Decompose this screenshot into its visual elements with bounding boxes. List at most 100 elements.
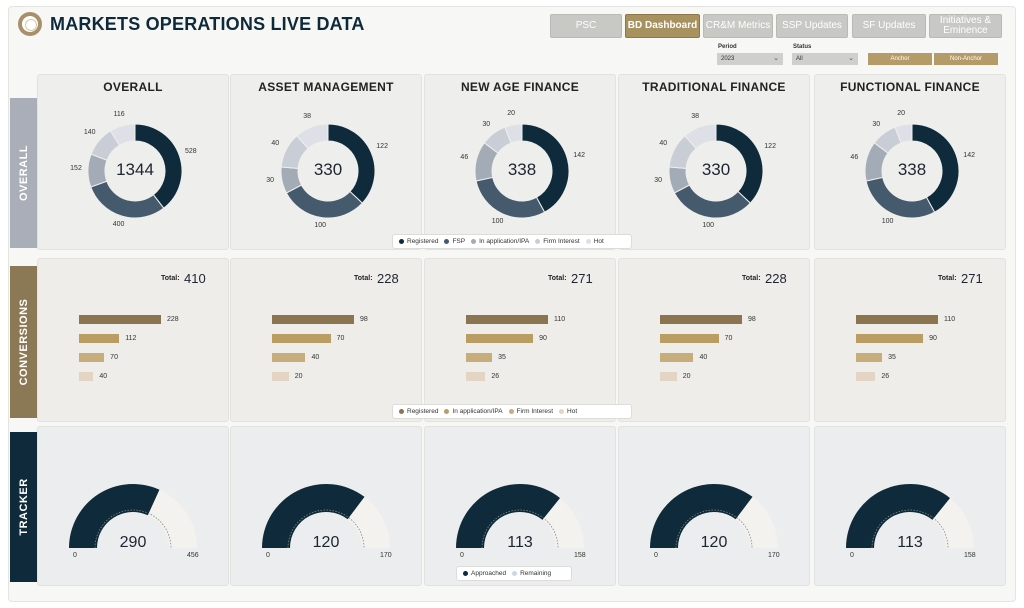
legend-label: Approached	[471, 570, 507, 577]
donut-segment[interactable]	[475, 176, 546, 219]
gauge-remaining-arc[interactable]	[542, 498, 584, 548]
tab-ssp-updates[interactable]: SSP Updates	[776, 14, 848, 38]
period-value: 2023	[721, 56, 735, 62]
gauge-max-label: 170	[380, 552, 392, 559]
donut-segment[interactable]	[911, 123, 960, 213]
donut-segment[interactable]	[684, 123, 717, 150]
conversion-bar[interactable]	[272, 372, 289, 381]
conversion-bar[interactable]	[79, 372, 94, 381]
legend-item[interactable]: In application/IPA	[471, 238, 529, 245]
tab-psc[interactable]: PSC	[550, 14, 622, 38]
donut-segment[interactable]	[504, 123, 523, 144]
legend-item[interactable]: Approached	[463, 570, 506, 577]
legend-dot-icon	[463, 571, 468, 576]
conversion-bar[interactable]	[660, 353, 694, 362]
donut-segment[interactable]	[894, 123, 913, 144]
conversion-bar[interactable]	[466, 334, 534, 343]
gauge-min-label: 0	[654, 552, 658, 559]
gauge-approached-arc[interactable]	[456, 484, 561, 548]
conversions-total-label: Total:	[548, 275, 567, 282]
donut-segment[interactable]	[521, 123, 570, 213]
row-label-tracker: TRACKER	[10, 432, 38, 582]
gauge-remaining-arc[interactable]	[932, 498, 974, 548]
period-dropdown[interactable]: 2023 ⌄	[717, 53, 783, 65]
legend-item[interactable]: Firm Interest	[508, 408, 553, 415]
legend-item[interactable]: Registered	[399, 238, 438, 245]
donut-segment[interactable]	[715, 123, 764, 204]
legend-item[interactable]: Registered	[399, 408, 438, 415]
gauge-remaining-arc[interactable]	[147, 489, 197, 548]
donut-segment[interactable]	[327, 123, 376, 204]
donut-segment-label: 46	[850, 153, 859, 161]
conversion-bar-value: 40	[311, 354, 320, 361]
conversion-bar-value: 70	[336, 335, 345, 342]
gauge-approached-arc[interactable]	[846, 484, 951, 548]
donut-segment[interactable]	[109, 123, 136, 147]
conversion-bar[interactable]	[660, 334, 719, 343]
gauge-target-dashes	[871, 509, 949, 549]
conversion-bar[interactable]	[856, 315, 938, 324]
donut-segment-label: 100	[881, 217, 894, 225]
donut-segment-label: 38	[303, 112, 311, 120]
legend-item[interactable]: Hot	[559, 408, 577, 415]
conversion-bar[interactable]	[466, 372, 486, 381]
tab-bd-dashboard[interactable]: BD Dashboard	[625, 14, 700, 38]
conversion-bar-value: 40	[699, 354, 708, 361]
legend-label: Remaining	[520, 570, 552, 577]
legend-item[interactable]: Firm Interest	[535, 238, 580, 245]
conversion-bar[interactable]	[79, 334, 120, 343]
conversion-bar[interactable]	[272, 315, 354, 324]
anchor-button[interactable]: Anchor	[868, 53, 932, 65]
conversion-bar-value: 228	[167, 316, 179, 323]
gauge-max-label: 170	[768, 552, 780, 559]
conversion-bar[interactable]	[272, 353, 306, 362]
donut-segment[interactable]	[134, 123, 183, 209]
conversion-bar[interactable]	[79, 353, 105, 362]
legend-dot-icon	[559, 409, 565, 414]
conversions-total-value: 228	[377, 271, 399, 286]
donut-total: 338	[507, 160, 537, 179]
company-logo-icon	[18, 12, 42, 36]
gauge-target-dashes	[481, 509, 559, 549]
non-anchor-button[interactable]: Non-Anchor	[934, 53, 998, 65]
tab-crm-metrics[interactable]: CR&M Metrics	[703, 14, 773, 38]
legend-dot-icon	[585, 239, 591, 244]
gauge-approached-arc[interactable]	[650, 484, 753, 548]
status-dropdown[interactable]: All ⌄	[792, 53, 858, 65]
gauge-target-dashes	[675, 509, 753, 549]
donut-segment[interactable]	[90, 180, 165, 219]
conversion-bar[interactable]	[856, 334, 924, 343]
page-title: MARKETS OPERATIONS LIVE DATA	[50, 14, 365, 34]
tab-initiatives-eminence[interactable]: Initiatives & Eminence	[929, 14, 1002, 38]
legend-dot-icon	[535, 239, 541, 244]
overall-panel	[618, 74, 810, 250]
conversion-bar[interactable]	[466, 315, 548, 324]
conversion-bar-value: 26	[491, 373, 500, 380]
donut-segment-label: 40	[271, 140, 280, 148]
conversions-total-value: 271	[961, 271, 983, 286]
legend-item[interactable]: Hot	[585, 238, 604, 245]
gauge-remaining-arc[interactable]	[735, 496, 778, 548]
legend-label: Hot	[593, 238, 604, 245]
legend-item[interactable]: Remaining	[512, 570, 551, 577]
conversion-bar[interactable]	[272, 334, 331, 343]
conversions-total-value: 410	[184, 271, 206, 286]
conversion-bar[interactable]	[856, 372, 876, 381]
tab-sf-updates[interactable]: SF Updates	[852, 14, 926, 38]
conversion-bar[interactable]	[466, 353, 493, 362]
legend-item[interactable]: FSP	[444, 238, 465, 245]
donut-segment-label: 142	[573, 151, 585, 159]
conversion-bar[interactable]	[660, 372, 677, 381]
legend-label: In application/IPA	[452, 408, 503, 415]
conversion-bar[interactable]	[660, 315, 742, 324]
conversions-legend: Registered In application/IPA Firm Interes…	[392, 404, 632, 419]
donut-segment[interactable]	[865, 176, 936, 219]
conversion-bar[interactable]	[79, 315, 161, 324]
legend-item[interactable]: In application/IPA	[444, 408, 503, 415]
gauge-value: 120	[700, 534, 728, 551]
gauge-remaining-arc[interactable]	[347, 496, 390, 548]
gauge-approached-arc[interactable]	[69, 483, 160, 549]
gauge-approached-arc[interactable]	[262, 484, 365, 548]
conversion-bar[interactable]	[856, 353, 883, 362]
donut-segment[interactable]	[296, 123, 329, 150]
